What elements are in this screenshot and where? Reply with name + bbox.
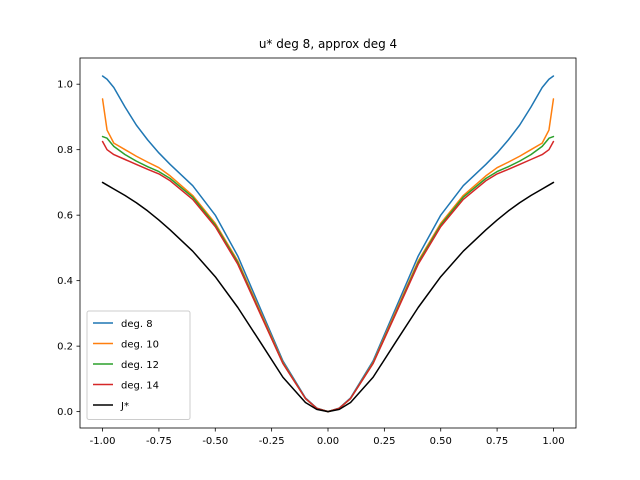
x-tick-label: -1.00 [90, 436, 116, 447]
y-tick-label: 0.2 [57, 342, 73, 353]
series-layer [101, 75, 555, 413]
legend-box [86, 310, 191, 420]
legend: deg. 8 deg. 10 deg. 12 deg. 14 J* [86, 310, 191, 420]
x-tick-label: 0.00 [317, 436, 339, 447]
x-tick-label: 0.25 [373, 436, 395, 447]
y-axis: 0.0 0.2 0.4 0.6 0.8 1.0 [57, 80, 80, 418]
series-line-4 [101, 181, 555, 413]
x-tick-label: 0.50 [430, 436, 452, 447]
legend-entry: J* [120, 401, 129, 412]
legend-entry: deg. 10 [121, 340, 159, 351]
x-tick-label: -0.75 [146, 436, 172, 447]
legend-entry: deg. 12 [121, 360, 159, 371]
legend-entry: deg. 14 [121, 381, 159, 392]
y-tick-label: 1.0 [57, 80, 73, 91]
y-tick-label: 0.6 [57, 211, 73, 222]
x-axis: -1.00 -0.75 -0.50 -0.25 0.00 0.25 0.50 0.75 1.00 [90, 428, 565, 447]
legend-entry: deg. 8 [121, 319, 153, 330]
y-tick-label: 0.8 [57, 145, 73, 156]
x-tick-label: 1.00 [542, 436, 564, 447]
chart-title: u* deg 8, approx deg 4 [259, 37, 397, 51]
y-tick-label: 0.4 [57, 276, 73, 287]
x-tick-label: -0.25 [259, 436, 285, 447]
x-tick-label: -0.50 [202, 436, 228, 447]
y-tick-label: 0.0 [57, 407, 73, 418]
x-tick-label: 0.75 [486, 436, 508, 447]
